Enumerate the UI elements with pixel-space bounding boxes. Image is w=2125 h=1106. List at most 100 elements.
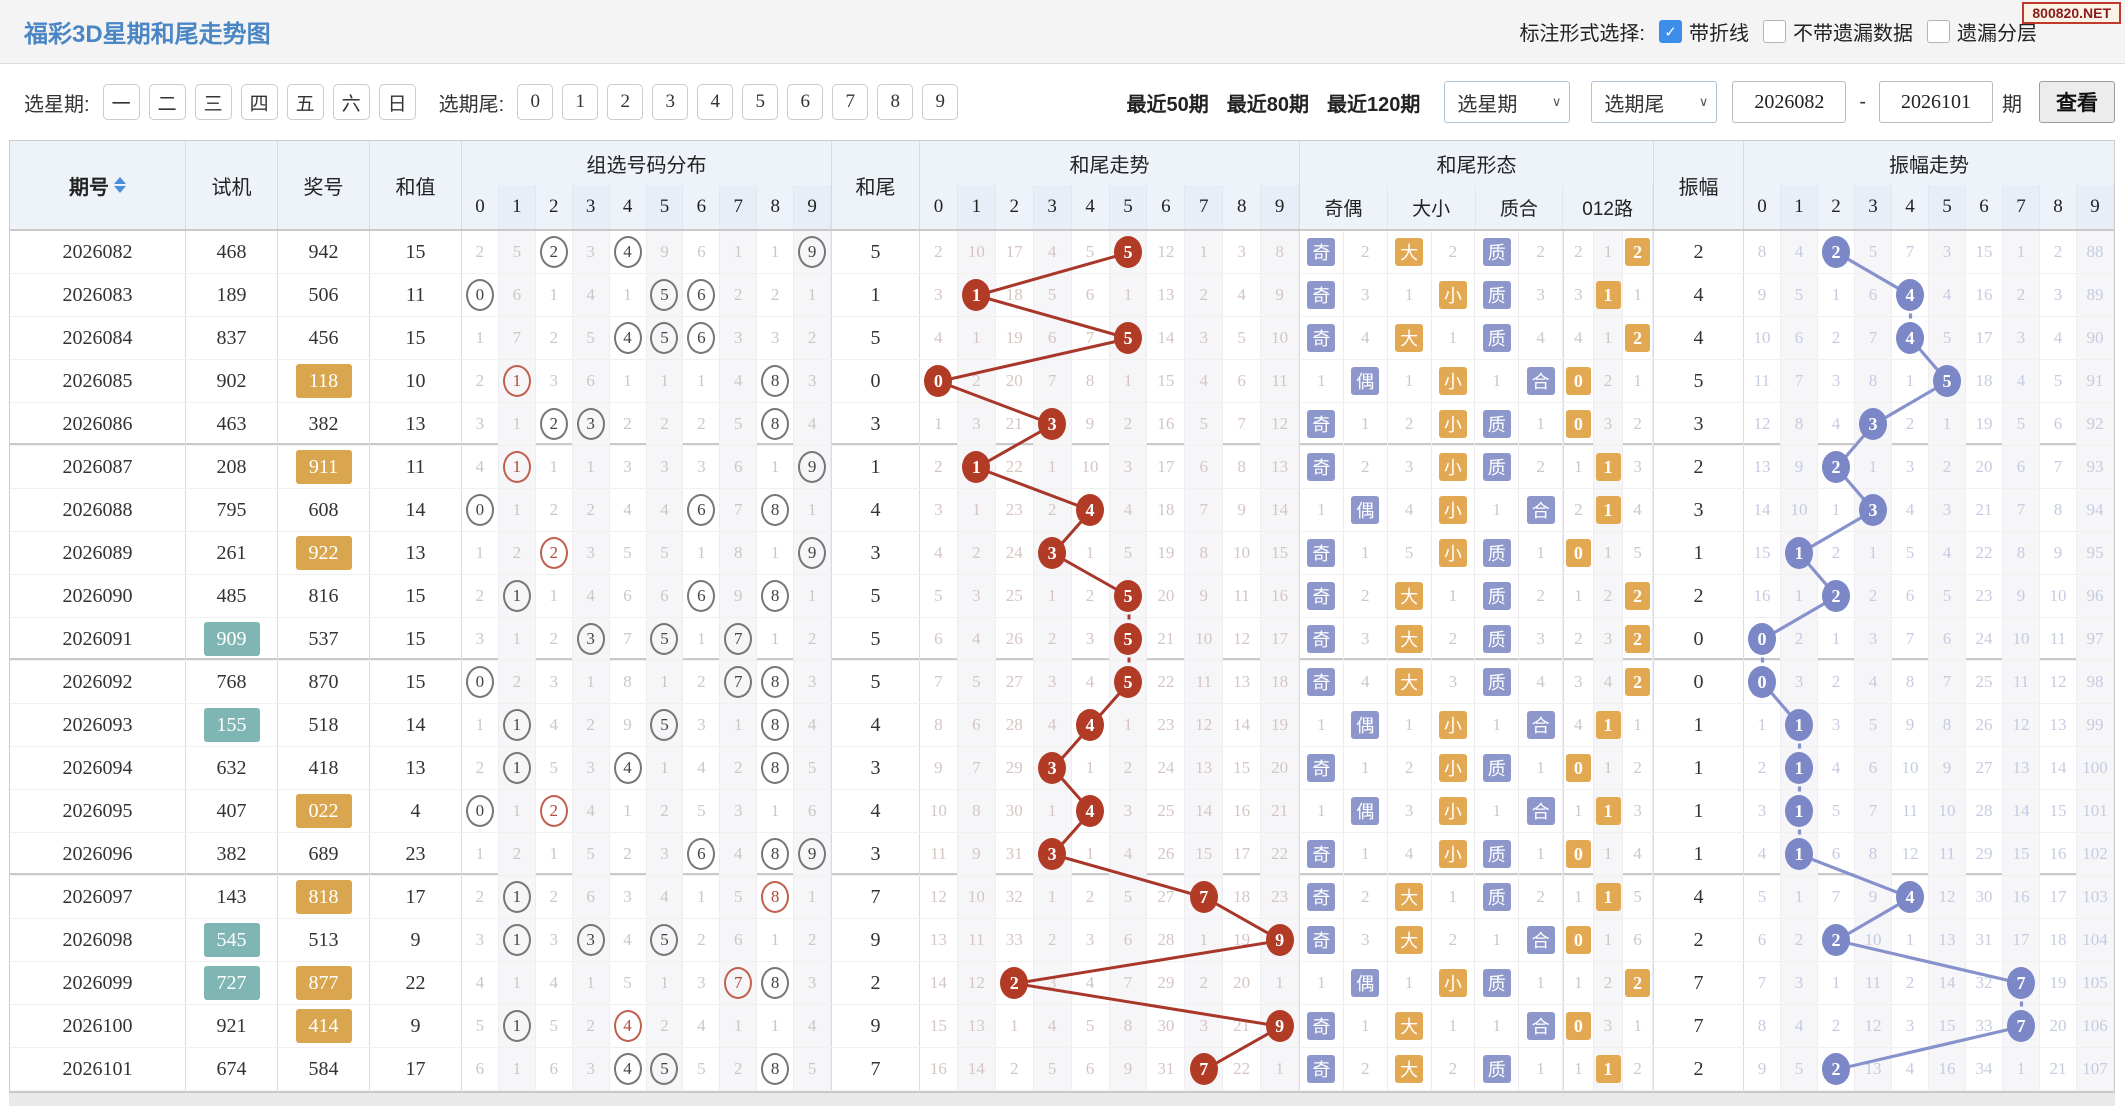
form-badge: 奇	[1307, 324, 1336, 352]
checkbox-polyline-box[interactable]: ✓	[1659, 20, 1682, 43]
trend-cell: 2	[1818, 1005, 1855, 1047]
table-row: 2026094 632 418 13 2 1 5 3 4 1 4 2 8 5 3 9 7 29 3 1 2 24 13 15 2…	[10, 747, 2114, 790]
filter-tail-button[interactable]: 3	[652, 84, 689, 120]
amplitude-hit-marker: 1	[1785, 795, 1813, 827]
filter-week-button[interactable]: 二	[148, 84, 186, 120]
trend-cell: 23	[1261, 876, 1300, 918]
trend-cell: 3	[720, 317, 758, 359]
form-badge: 奇	[1307, 1012, 1336, 1040]
tail-form-cell: 1	[1475, 1005, 1520, 1047]
filter-week-button[interactable]: 三	[194, 84, 232, 120]
trend-cell: 14	[1185, 790, 1224, 832]
recent-period-link[interactable]: 最近50期	[1126, 93, 1209, 116]
route-012-cell: 1	[1623, 274, 1654, 316]
trend-cell: 1	[1818, 618, 1855, 660]
trend-cell: 6	[2040, 403, 2077, 445]
filter-week-button[interactable]: 一	[102, 84, 140, 120]
recent-period-link[interactable]: 最近80期	[1226, 93, 1309, 116]
tail-hit-marker: 7	[1189, 1053, 1218, 1085]
filter-week-button[interactable]: 四	[240, 84, 278, 120]
trend-cell: 5	[720, 403, 758, 445]
filter-tail-button[interactable]: 1	[562, 84, 599, 120]
trend-cell: 5	[646, 618, 684, 660]
trend-cell: 3	[1033, 962, 1072, 1004]
amplitude-cell: 0	[1654, 661, 1744, 703]
checkbox-miss-layer[interactable]: 遗漏分层	[1927, 17, 2037, 46]
prize-number-cell: 816	[278, 575, 370, 617]
form-badge: 偶	[1351, 711, 1380, 739]
trend-cell: 17	[1966, 317, 2003, 359]
trend-cell: 106	[2077, 1005, 2114, 1047]
trend-cell: 3	[1781, 962, 1818, 1004]
filter-tail-button[interactable]: 4	[697, 84, 734, 120]
sort-icon[interactable]	[114, 177, 126, 193]
filter-tail-button[interactable]: 8	[877, 84, 914, 120]
trend-cell: 12	[957, 962, 996, 1004]
tail-form-cell: 奇	[1300, 575, 1344, 617]
tail-form-cell: 1	[1475, 704, 1520, 746]
filter-week-button[interactable]: 五	[286, 84, 324, 120]
trend-cell: 17	[1223, 833, 1262, 875]
trend-cell: 5	[1818, 790, 1855, 832]
trend-cell: 2	[498, 833, 536, 875]
route-012-cell: 2	[1623, 403, 1654, 445]
range-start-input[interactable]	[1732, 81, 1847, 123]
trend-cell: 100	[2077, 747, 2114, 789]
trend-cell: 1	[462, 317, 499, 359]
filter-tail-button[interactable]: 5	[742, 84, 779, 120]
amplitude-cell-value: 7	[1693, 971, 1704, 994]
form-badge: 质	[1482, 324, 1511, 352]
trend-cell: 1	[1033, 876, 1072, 918]
filter-tail-button[interactable]: 6	[787, 84, 824, 120]
trend-cell: 7	[610, 618, 647, 660]
filter-week-button[interactable]: 日	[378, 84, 416, 120]
digit-column-header: 3	[572, 185, 610, 229]
filter-tail-button[interactable]: 7	[832, 84, 869, 120]
trend-cell: 1	[536, 274, 573, 316]
filter-tail-button[interactable]: 9	[922, 84, 959, 120]
trend-cell: 3	[572, 231, 610, 273]
prize-number-cell: 456	[278, 317, 370, 359]
tail-select[interactable]: 选期尾 ∨	[1591, 81, 1718, 123]
amplitude-hit-marker: 1	[1785, 709, 1813, 741]
table-row: 2026087 208 911 11 4 1 1 1 3 3 3 6 1 9 1 2 1 22 1 10 3 17 6 8 13…	[10, 446, 2114, 489]
checkbox-no-miss-data[interactable]: 不带遗漏数据	[1763, 17, 1913, 46]
trend-cell: 93	[2077, 446, 2114, 488]
trend-cell: 5	[1109, 532, 1148, 574]
sum-cell: 15	[370, 618, 462, 660]
recent-period-link[interactable]: 最近120期	[1326, 93, 1421, 116]
route-012-cell: 0	[1564, 1005, 1594, 1047]
trend-cell: 13	[920, 919, 958, 961]
trend-cell: 4	[1072, 790, 1110, 832]
tail-hit-marker: 2	[1000, 967, 1029, 999]
route-hit-badge: 2	[1625, 625, 1651, 653]
trend-cell: 2	[462, 575, 499, 617]
form-badge: 质	[1482, 281, 1511, 309]
trend-cell: 2	[498, 532, 536, 574]
range-end-input[interactable]	[1879, 81, 1993, 123]
trend-cell: 1	[1072, 833, 1110, 875]
checkbox-miss-layer-box[interactable]	[1927, 20, 1950, 43]
tail-trend-section: 4 2 24 3 1 5 19 8 10 15	[920, 532, 1300, 574]
filter-tail-button[interactable]: 2	[607, 84, 644, 120]
checkbox-no-miss-data-box[interactable]	[1763, 20, 1786, 43]
checkbox-miss-layer-label: 遗漏分层	[1957, 23, 2037, 45]
trend-cell: 1	[1033, 575, 1072, 617]
sum-cell: 15	[370, 575, 462, 617]
trend-cell: 6	[794, 790, 832, 832]
checkbox-polyline[interactable]: ✓ 带折线	[1659, 17, 1749, 46]
filter-tail-button[interactable]: 0	[517, 84, 554, 120]
trend-cell: 18	[1147, 489, 1186, 531]
header-tail-form-label: 和尾形态	[1436, 154, 1517, 177]
tail-form-cell: 1	[1519, 747, 1563, 789]
trend-cell: 3	[1855, 489, 1892, 531]
view-button[interactable]: 查看	[2039, 81, 2115, 123]
filter-week-button[interactable]: 六	[332, 84, 370, 120]
trend-cell: 7	[1781, 360, 1818, 402]
week-select[interactable]: 选星期 ∨	[1444, 81, 1571, 123]
drawn-digit-circle: 1	[502, 752, 531, 784]
